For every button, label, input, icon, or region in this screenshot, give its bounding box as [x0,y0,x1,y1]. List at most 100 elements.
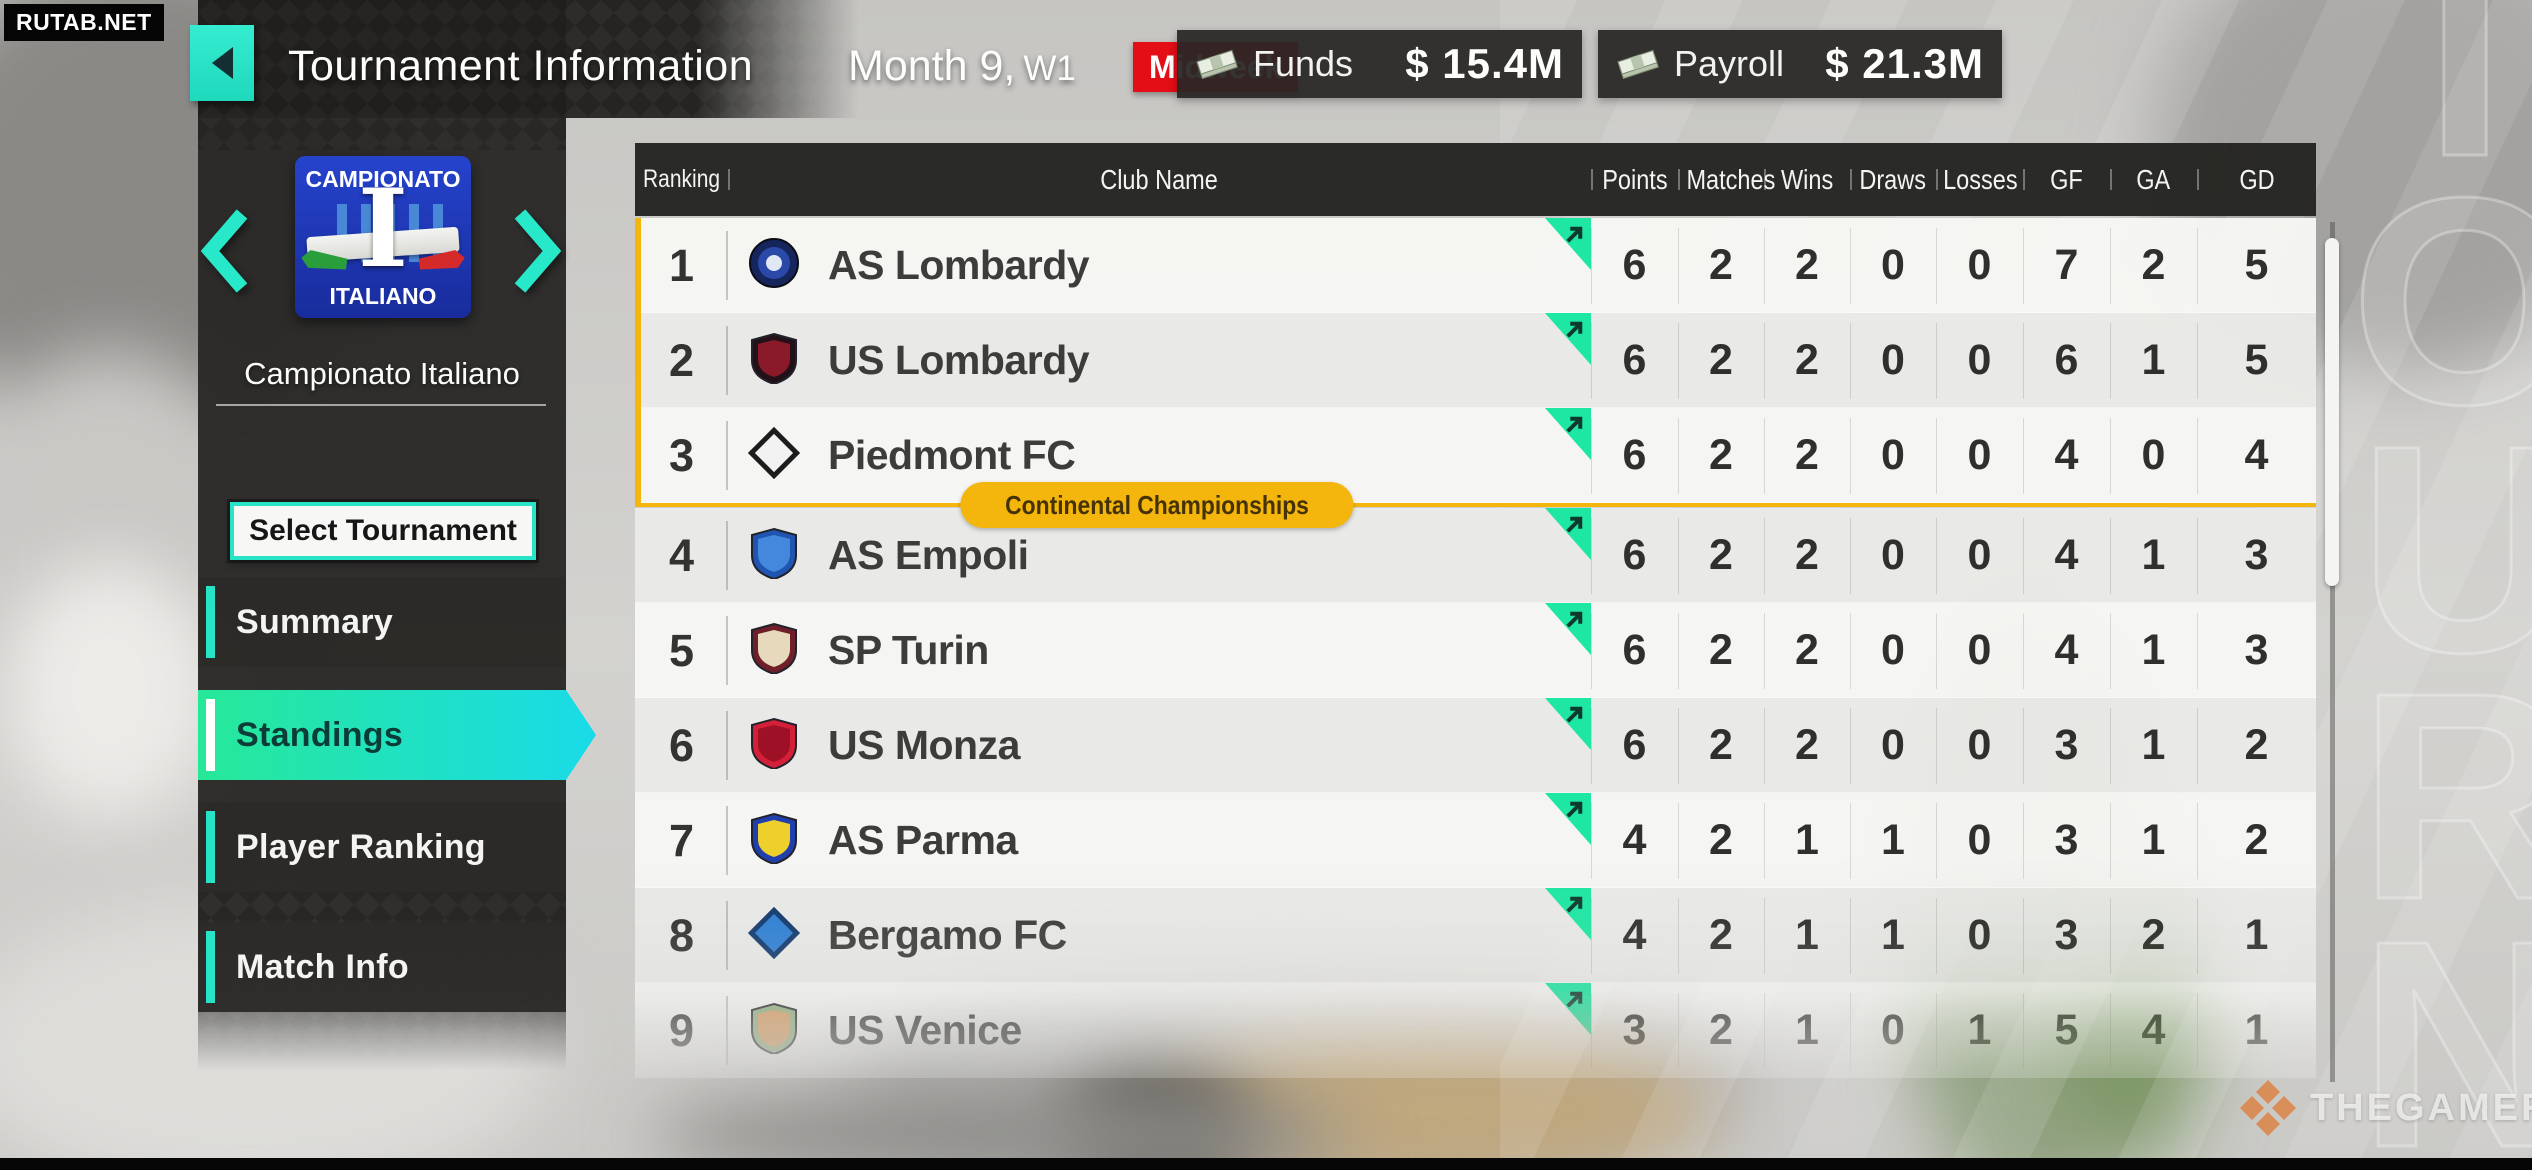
ghost-letter: T [2373,0,2532,218]
qualification-badge: Continental Championships [960,482,1354,528]
rank-cell: 9 [635,983,728,1078]
funds-label: Funds [1253,43,1354,84]
club-name: Bergamo FC [828,912,1067,958]
stat-cell: 1 [2110,793,2197,888]
trend-up-icon [1545,888,1591,940]
calendar-status: Month 9, W1 [848,42,1076,91]
stat-cell: 6 [1591,313,1678,408]
stat-cell: 0 [1936,698,2023,793]
money-icon [1617,49,1659,80]
rank-cell: 4 [635,508,728,603]
logo-line1: CAMPIONATO [305,166,461,192]
stat-cell: 2 [1678,313,1764,408]
stat-cell: 2 [1764,508,1850,603]
column-header-ranking: Ranking [643,165,721,193]
club-name: Piedmont FC [828,432,1076,478]
sidebar-item-label: Summary [236,602,394,641]
club-name: AS Lombardy [828,242,1090,288]
sidebar-item-player-ranking[interactable]: Player Ranking [198,802,566,892]
stat-cell: 1 [1764,793,1850,888]
club-badge-icon [747,426,801,484]
club-badge-icon [748,812,800,869]
sidebar-item-summary[interactable]: Summary [198,577,566,667]
club-badge-icon [747,906,801,964]
stat-cell: 1 [2110,313,2197,408]
stat-cell: 0 [2110,408,2197,503]
money-icon [1196,49,1238,80]
stat-cell: 0 [1936,508,2023,603]
payroll-value: $ 21.3M [1825,40,1984,87]
stat-cell: 2 [1678,793,1764,888]
club-name: US Monza [828,722,1020,768]
stat-cell: 5 [2197,218,2316,313]
rank-cell: 5 [635,603,728,698]
club-cell: AS Empoli [728,508,1591,603]
trend-up-icon [1545,793,1591,845]
rank-cell: 6 [635,698,728,793]
club-cell: US Lombardy [728,313,1591,408]
tournament-name: Campionato Italiano [244,356,520,391]
stat-cell: 0 [1850,983,1936,1078]
stat-cell: 0 [1936,408,2023,503]
tournament-name-underline [216,404,546,406]
column-header-wins: Wins [1764,164,1850,196]
bg-blob [0,560,220,820]
stat-cell: 0 [1936,603,2023,698]
previous-tournament-chevron[interactable] [198,208,250,299]
stat-cell: 3 [2197,603,2316,698]
stat-cell: 4 [1591,888,1678,983]
scrollbar-track[interactable] [2330,222,2335,1082]
stat-cell: 5 [2023,983,2110,1078]
ghost-letter: O [2349,135,2532,466]
scrollbar-thumb[interactable] [2325,238,2339,586]
select-tournament-button[interactable]: Select Tournament [230,502,536,560]
back-button[interactable] [190,25,254,101]
stat-cell: 1 [2110,508,2197,603]
next-tournament-chevron[interactable] [512,208,564,299]
column-header-club-name: Club Name [728,164,1591,196]
stat-cell: 6 [1591,218,1678,313]
watermark-rutab: RUTAB.NET [4,4,164,41]
logo-column-icon: I [357,166,409,292]
ghost-letter: R [2357,631,2532,962]
stat-cell: 2 [1678,218,1764,313]
sidebar-item-match-info[interactable]: Match Info [198,922,566,1012]
stat-cell: 2 [2197,793,2316,888]
funds-value: $ 15.4M [1405,40,1564,87]
club-cell: Piedmont FC [728,408,1591,503]
sidebar-item-standings[interactable]: Standings [198,690,596,780]
stat-cell: 3 [2023,888,2110,983]
stat-cell: 2 [1678,508,1764,603]
stat-cell: 4 [2197,408,2316,503]
sidebar-item-label: Player Ranking [236,827,486,866]
standings-table: Ranking Club Name Points Matches Wins Dr… [635,143,2316,1078]
club-badge-icon [748,622,800,679]
table-header: Ranking Club Name Points Matches Wins Dr… [635,143,2316,216]
rank-cell: 8 [635,888,728,983]
rank-cell: 3 [635,408,728,503]
stat-cell: 1 [2110,698,2197,793]
week-label: W1 [1023,49,1076,88]
thegamer-wordmark: THEGAMER [2310,1086,2532,1129]
club-name: AS Parma [828,817,1018,863]
stat-cell: 6 [1591,603,1678,698]
stat-cell: 2 [1678,603,1764,698]
stat-cell: 1 [1850,793,1936,888]
stat-cell: 2 [1764,218,1850,313]
funds-panel: Funds $ 15.4M [1177,30,1582,98]
stat-cell: 0 [1936,793,2023,888]
stat-cell: 0 [1850,408,1936,503]
trend-up-icon [1545,408,1591,460]
column-header-points: Points [1591,164,1678,196]
stat-cell: 4 [2023,508,2110,603]
